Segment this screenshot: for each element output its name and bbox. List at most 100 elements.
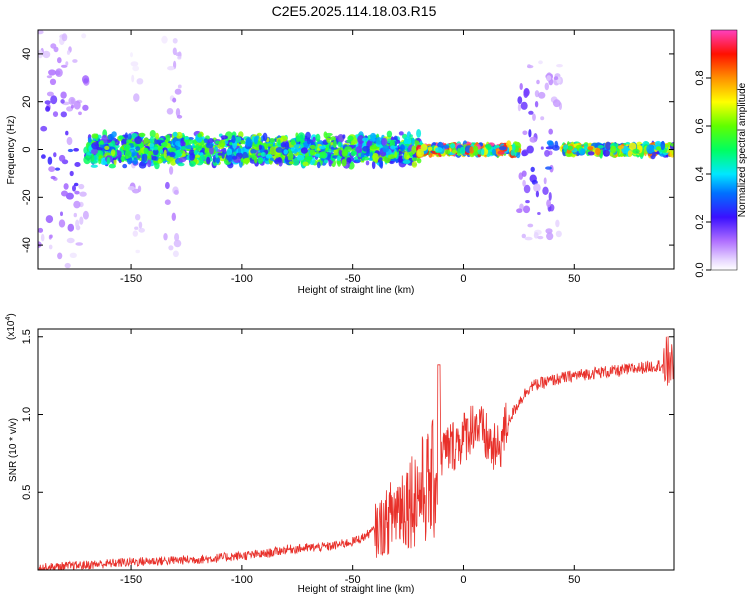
heatmap-cell	[300, 147, 308, 154]
heatmap-cell	[135, 249, 140, 254]
heatmap-cell	[368, 157, 373, 161]
snr-x-label: Height of straight line (km)	[298, 584, 415, 595]
heatmap-cell	[50, 95, 58, 105]
heatmap-cell	[91, 142, 100, 150]
heatmap-cell	[172, 250, 179, 258]
heatmap-cell	[98, 158, 102, 165]
heatmap-cell	[342, 134, 346, 139]
heatmap-cell	[175, 52, 181, 57]
heatmap-cell	[617, 145, 624, 150]
heatmap-cell	[522, 179, 526, 187]
y-tick-label: -20	[21, 189, 33, 205]
heatmap-cell	[435, 147, 443, 153]
heatmap-cell	[67, 148, 74, 153]
heatmap-cell	[198, 145, 203, 151]
heatmap-cell	[73, 100, 81, 110]
heatmap-cell	[82, 210, 89, 220]
heatmap-cell	[251, 153, 256, 160]
heatmap-cell	[394, 151, 398, 158]
y-tick-label: 1.0	[21, 407, 33, 422]
heatmap-cell	[250, 148, 257, 154]
heatmap-cell	[132, 188, 140, 194]
heatmap-cell	[45, 106, 51, 112]
heatmap-cell	[72, 59, 78, 63]
heatmap-cell	[534, 101, 539, 108]
heatmap-cell	[362, 145, 371, 152]
heatmap-y-axis: -40 -20 0 20 40	[21, 48, 674, 253]
heatmap-cell	[128, 139, 133, 143]
heatmap-cell	[218, 139, 226, 148]
colorbar-tick-label: 0.4	[694, 166, 706, 181]
heatmap-cell	[61, 33, 68, 42]
heatmap-cell	[159, 149, 163, 154]
heatmap-cell	[361, 156, 370, 161]
heatmap-cell	[60, 111, 67, 118]
heatmap-cell	[232, 155, 238, 160]
heatmap-cell	[316, 161, 321, 169]
heatmap-cell	[290, 139, 296, 146]
heatmap-cell	[546, 75, 552, 81]
heatmap-cell	[533, 183, 541, 192]
heatmap-cell	[74, 190, 80, 195]
heatmap-cell	[240, 140, 246, 145]
heatmap-cell	[100, 140, 104, 145]
x-tick-label: -100	[231, 273, 253, 285]
heatmap-cell	[283, 149, 289, 155]
y-tick-label: 20	[21, 96, 33, 108]
snr-series-line	[38, 336, 674, 570]
heatmap-cell	[510, 150, 516, 156]
heatmap-cell	[536, 79, 540, 85]
heatmap-cell	[79, 216, 84, 225]
heatmap-cell	[293, 144, 300, 149]
heatmap-cell	[472, 150, 479, 156]
heatmap-cell	[221, 151, 225, 159]
heatmap-cell	[355, 159, 361, 163]
heatmap-cell	[171, 212, 176, 221]
heatmap-cell	[597, 145, 604, 149]
heatmap-cell	[174, 233, 180, 242]
heatmap-cell	[632, 148, 640, 154]
heatmap-cell	[134, 136, 142, 145]
heatmap-cell	[189, 161, 196, 167]
heatmap-cell	[134, 226, 139, 230]
heatmap-cell	[427, 146, 433, 152]
snr-y-axis: 0.5 1.0 1.5	[21, 329, 674, 500]
heatmap-cell	[499, 146, 507, 151]
heatmap-cell	[147, 159, 152, 168]
heatmap-cell	[49, 78, 57, 86]
heatmap-cell	[555, 219, 560, 228]
heatmap-cell	[295, 135, 301, 143]
heatmap-cell	[177, 162, 185, 167]
heatmap-cell	[312, 136, 316, 143]
heatmap-cell	[406, 155, 410, 160]
heatmap-cell	[68, 96, 76, 105]
heatmap-cell	[262, 132, 268, 142]
heatmap-cell	[131, 74, 135, 83]
heatmap-cell	[485, 143, 492, 150]
heatmap-cell	[122, 163, 128, 169]
heatmap-cell	[409, 134, 413, 138]
heatmap-cell	[79, 191, 87, 197]
heatmap-cell	[67, 223, 75, 232]
heatmap-cell	[58, 154, 66, 162]
heatmap-cell	[47, 156, 53, 165]
heatmap-cell	[567, 145, 573, 150]
heatmap-cell	[371, 160, 376, 170]
heatmap-cell	[491, 148, 497, 156]
heatmap-cell	[369, 138, 376, 142]
heatmap-cell	[40, 125, 48, 132]
heatmap-cell	[44, 100, 51, 105]
heatmap-cell	[104, 145, 110, 150]
heatmap-cell	[111, 131, 117, 138]
heatmap-cell	[91, 148, 98, 155]
heatmap-cell	[161, 35, 168, 44]
heatmap-cell	[188, 149, 194, 156]
heatmap-cell	[42, 50, 51, 59]
heatmap-cell	[610, 145, 617, 154]
heatmap-cell	[65, 130, 69, 136]
heatmap-cell	[155, 132, 160, 140]
heatmap-cell	[78, 111, 82, 116]
x-tick-label: -150	[120, 574, 142, 586]
heatmap-cell	[337, 141, 342, 148]
heatmap-cell	[450, 143, 456, 149]
